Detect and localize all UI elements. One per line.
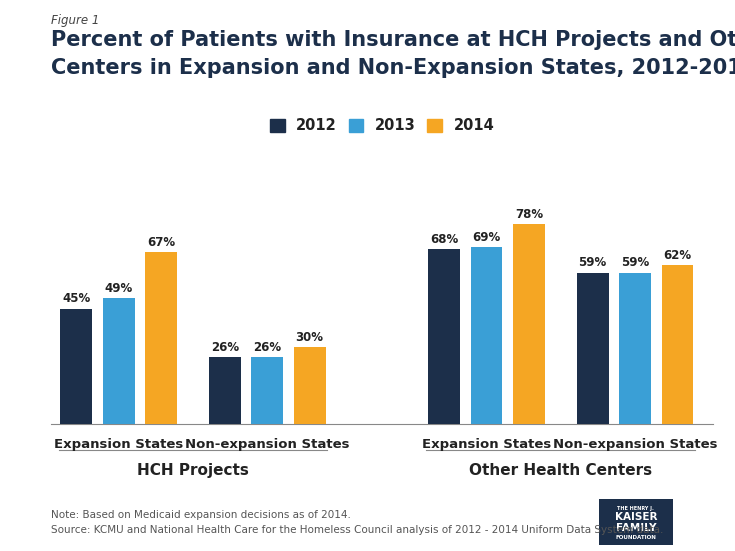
Text: Centers in Expansion and Non-Expansion States, 2012-2014: Centers in Expansion and Non-Expansion S… [51, 58, 735, 78]
Bar [429, 250, 460, 424]
Bar [577, 273, 609, 424]
Text: 78%: 78% [515, 208, 543, 220]
Text: Figure 1: Figure 1 [51, 14, 100, 27]
Text: Other Health Centers: Other Health Centers [469, 463, 653, 478]
Text: KAISER: KAISER [614, 512, 657, 522]
Text: 62%: 62% [664, 249, 692, 262]
Text: 59%: 59% [621, 256, 649, 269]
Text: 69%: 69% [473, 231, 501, 244]
Bar [251, 358, 283, 424]
Text: 45%: 45% [62, 293, 90, 305]
Text: 59%: 59% [578, 256, 607, 269]
Bar [619, 273, 651, 424]
Text: 30%: 30% [295, 331, 323, 344]
Bar [513, 224, 545, 424]
Text: 26%: 26% [253, 341, 282, 354]
Text: Expansion States: Expansion States [422, 438, 551, 451]
Bar [662, 265, 694, 424]
Text: FAMILY: FAMILY [615, 523, 656, 533]
Text: Percent of Patients with Insurance at HCH Projects and Other Health: Percent of Patients with Insurance at HC… [51, 30, 735, 50]
Text: HCH Projects: HCH Projects [137, 463, 249, 478]
Text: Source: KCMU and National Health Care for the Homeless Council analysis of 2012 : Source: KCMU and National Health Care fo… [51, 525, 664, 534]
Text: THE HENRY J.: THE HENRY J. [617, 505, 654, 511]
Text: 68%: 68% [430, 233, 458, 246]
Text: 67%: 67% [147, 236, 175, 249]
Text: Expansion States: Expansion States [54, 438, 183, 451]
Legend: 2012, 2013, 2014: 2012, 2013, 2014 [264, 112, 501, 139]
Bar [146, 252, 177, 424]
Text: 26%: 26% [211, 341, 239, 354]
Bar [60, 309, 92, 424]
Text: Note: Based on Medicaid expansion decisions as of 2014.: Note: Based on Medicaid expansion decisi… [51, 510, 351, 520]
Bar [470, 247, 503, 424]
Bar [209, 358, 240, 424]
Bar [294, 347, 326, 424]
Text: FOUNDATION: FOUNDATION [615, 535, 656, 540]
Text: Non-expansion States: Non-expansion States [553, 438, 717, 451]
Text: Non-expansion States: Non-expansion States [185, 438, 349, 451]
Text: 49%: 49% [104, 282, 133, 295]
Bar [103, 298, 135, 424]
